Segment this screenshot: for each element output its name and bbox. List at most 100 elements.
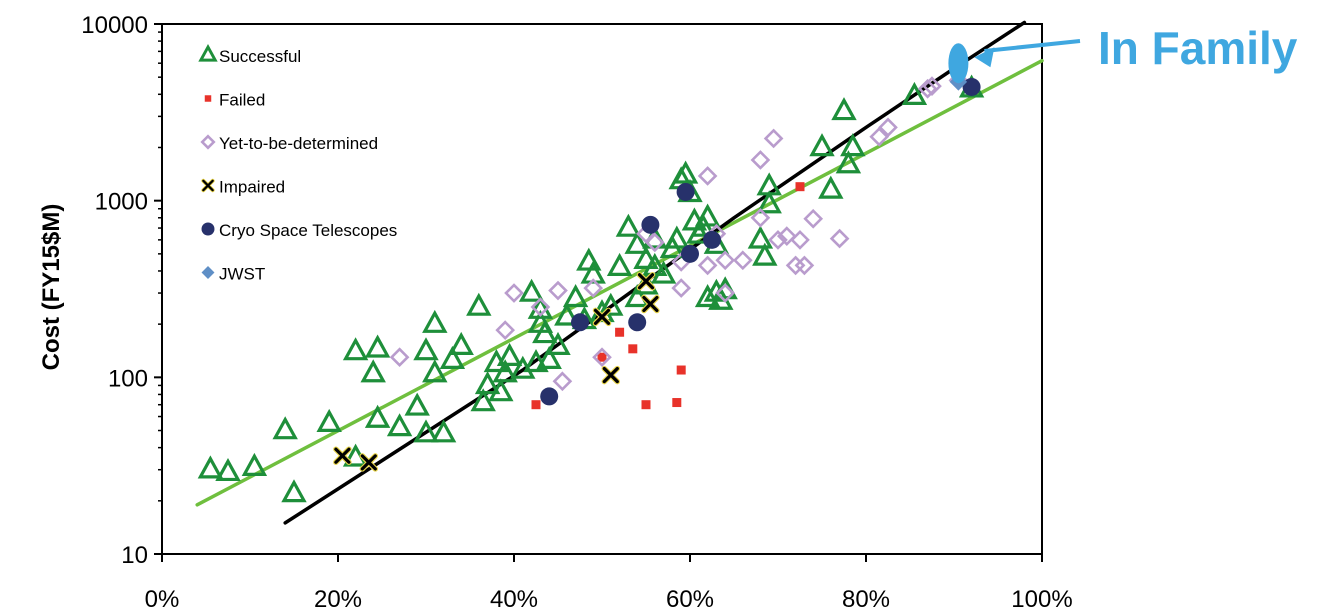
legend-label: Successful (219, 47, 301, 66)
y-tick-label: 10 (121, 542, 148, 569)
data-point (422, 359, 448, 383)
data-point (241, 452, 268, 476)
data-point (641, 215, 660, 234)
data-point (580, 260, 606, 284)
in-family-arrow-shaft (984, 39, 1081, 53)
data-point (694, 284, 721, 308)
data-point (413, 419, 439, 443)
data-point (531, 400, 541, 410)
data-point (518, 278, 545, 302)
series-yet-to-be-determined (389, 70, 969, 392)
data-point (747, 225, 774, 249)
data-point (715, 250, 736, 271)
in-family-ellipse (948, 43, 969, 84)
data-point (413, 337, 439, 361)
data-point (615, 213, 642, 237)
data-point (768, 230, 788, 250)
data-point (922, 76, 942, 96)
data-point (715, 283, 736, 303)
data-point (615, 327, 625, 337)
data-point (732, 250, 753, 271)
data-point (430, 419, 457, 443)
data-point (763, 128, 784, 149)
data-point (829, 228, 850, 249)
legend-marker (201, 266, 215, 279)
data-point (364, 404, 391, 428)
legend-item: Cryo Space Telescopes (201, 221, 397, 240)
data-point (776, 226, 797, 246)
x-tick-label: 100% (1011, 586, 1072, 613)
data-point (530, 297, 551, 317)
in-family-arrow-head (974, 47, 995, 68)
legend-item: JWST (201, 265, 265, 284)
data-point (597, 352, 607, 362)
data-point (583, 278, 604, 298)
series-failed (531, 182, 805, 410)
data-point (697, 166, 718, 186)
legend: Successful Failed Yet-to-be-determined Impa… (198, 44, 397, 284)
x-tick-label: 20% (314, 586, 362, 613)
data-point (672, 398, 682, 408)
data-point (636, 271, 656, 291)
data-point (752, 242, 778, 266)
data-point (496, 342, 523, 366)
data-point (650, 260, 677, 284)
data-point (466, 292, 492, 316)
legend-marker (201, 178, 215, 193)
data-point (641, 294, 660, 314)
data-point (386, 413, 413, 437)
data-point (633, 245, 659, 269)
data-point (592, 307, 612, 327)
data-point (756, 190, 782, 214)
plot-border (161, 23, 1043, 555)
data-point (495, 320, 516, 340)
data-point (359, 453, 379, 472)
green-trend-line (195, 58, 1044, 507)
data-point (197, 455, 224, 479)
data-point (342, 337, 369, 361)
data-point (552, 371, 573, 392)
data-point (439, 345, 466, 369)
y-tick-label: 10000 (81, 12, 148, 39)
data-point (215, 457, 241, 482)
data-point (316, 408, 342, 432)
data-point (750, 150, 771, 170)
data-point (681, 244, 699, 263)
legend-marker (204, 95, 212, 102)
data-point (962, 77, 981, 96)
data-point (703, 230, 721, 249)
legend-label: Failed (219, 91, 265, 110)
data-point (333, 446, 352, 465)
data-point (869, 126, 890, 147)
data-point (601, 365, 621, 385)
black-trend-line (283, 20, 1027, 525)
data-point (422, 309, 448, 333)
data-point (532, 320, 558, 344)
y-tick-label: 1000 (95, 189, 148, 216)
legend-label: Cryo Space Telescopes (219, 221, 397, 240)
y-tick-label: 100 (108, 365, 148, 392)
data-point (835, 150, 862, 174)
data-point (676, 182, 695, 201)
data-point (536, 345, 562, 369)
legend-label: JWST (219, 265, 265, 284)
y-axis: 10 100 1000 10000 (81, 12, 162, 569)
x-axis: 0% 20% 40% 60% 80% 100% (145, 554, 1073, 613)
data-point (644, 232, 665, 253)
data-point (592, 347, 612, 368)
legend-item: Impaired (201, 178, 285, 197)
plot-frame (161, 23, 1043, 555)
data-point (794, 255, 815, 276)
x-tick-label: 80% (842, 586, 890, 613)
data-point (840, 133, 866, 157)
data-point (818, 175, 844, 199)
data-point (606, 252, 633, 276)
data-point (694, 203, 721, 227)
data-point (803, 208, 824, 229)
data-point (676, 365, 686, 375)
legend-item: Successful (198, 44, 301, 66)
x-tick-label: 0% (145, 586, 180, 613)
data-point (562, 284, 589, 308)
data-point (360, 359, 386, 383)
data-point (448, 331, 474, 355)
